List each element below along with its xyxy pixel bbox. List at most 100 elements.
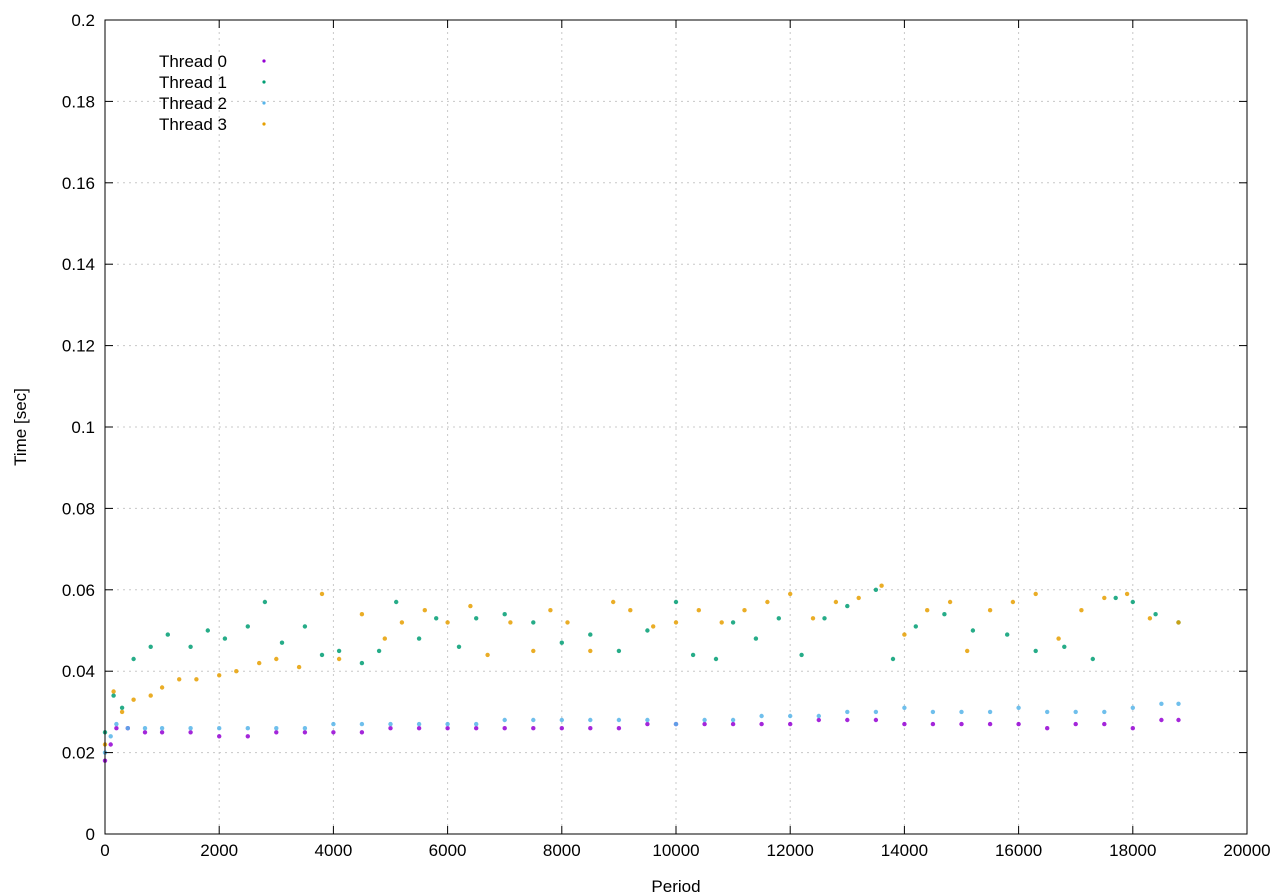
data-point bbox=[234, 669, 239, 674]
data-point bbox=[474, 721, 479, 727]
data-point bbox=[142, 726, 148, 731]
data-point bbox=[1016, 721, 1021, 727]
data-point bbox=[930, 709, 936, 715]
data-point bbox=[696, 608, 701, 613]
data-point bbox=[531, 717, 536, 723]
data-point bbox=[673, 599, 679, 605]
data-point bbox=[902, 632, 907, 637]
data-point bbox=[245, 624, 250, 629]
data-point bbox=[856, 595, 861, 601]
data-point bbox=[1147, 616, 1153, 621]
data-point bbox=[759, 721, 764, 727]
data-point bbox=[336, 656, 342, 662]
data-point bbox=[394, 599, 399, 605]
data-point bbox=[645, 721, 650, 727]
data-point bbox=[131, 656, 136, 662]
data-point bbox=[759, 713, 764, 719]
data-point bbox=[1153, 612, 1158, 617]
data-point bbox=[673, 721, 679, 727]
data-point bbox=[1062, 644, 1067, 649]
data-point bbox=[502, 717, 507, 723]
data-point bbox=[1033, 648, 1038, 654]
data-point bbox=[388, 726, 393, 731]
data-point bbox=[559, 726, 564, 731]
data-point bbox=[730, 721, 736, 727]
y-tick-label: 0.16 bbox=[62, 174, 95, 193]
data-point bbox=[902, 721, 907, 727]
data-point bbox=[359, 612, 365, 617]
data-point bbox=[1130, 726, 1136, 731]
legend-label: Thread 0 bbox=[159, 52, 227, 71]
data-point bbox=[274, 726, 279, 731]
data-point bbox=[108, 734, 113, 739]
data-point bbox=[959, 721, 964, 727]
data-point bbox=[245, 726, 250, 731]
data-point bbox=[188, 730, 193, 735]
data-point bbox=[559, 640, 564, 645]
data-point bbox=[331, 730, 336, 735]
data-point bbox=[987, 721, 993, 727]
data-point bbox=[628, 608, 633, 613]
y-tick-label: 0.04 bbox=[62, 662, 95, 681]
data-point bbox=[194, 677, 199, 682]
x-tick-label: 2000 bbox=[200, 841, 238, 860]
data-point bbox=[474, 616, 479, 621]
x-tick-label: 16000 bbox=[995, 841, 1042, 860]
data-point bbox=[445, 721, 450, 727]
data-point bbox=[319, 591, 325, 597]
data-point bbox=[959, 709, 964, 715]
data-point bbox=[713, 656, 719, 662]
data-point bbox=[188, 644, 193, 649]
data-point bbox=[559, 717, 564, 723]
data-point bbox=[588, 632, 593, 637]
y-tick-label: 0.1 bbox=[71, 418, 95, 437]
data-point bbox=[765, 599, 770, 605]
data-point bbox=[1130, 705, 1136, 710]
data-point bbox=[890, 656, 896, 662]
data-point bbox=[445, 620, 450, 625]
data-point bbox=[702, 717, 707, 723]
data-point bbox=[111, 689, 116, 694]
data-point bbox=[257, 660, 262, 666]
data-point bbox=[531, 620, 536, 625]
data-point bbox=[1130, 599, 1136, 605]
data-point bbox=[548, 608, 553, 613]
data-point bbox=[159, 726, 165, 731]
data-point bbox=[1073, 709, 1078, 715]
data-point bbox=[1159, 701, 1164, 706]
x-axis-title: Period bbox=[651, 877, 700, 896]
data-point bbox=[119, 705, 125, 710]
data-point bbox=[1176, 620, 1181, 625]
data-point bbox=[399, 620, 405, 625]
data-point bbox=[531, 648, 536, 654]
data-point bbox=[730, 717, 736, 723]
data-point bbox=[616, 726, 622, 731]
data-point bbox=[788, 591, 793, 597]
data-point bbox=[1102, 595, 1107, 601]
data-point bbox=[159, 685, 165, 690]
y-tick-label: 0.02 bbox=[62, 744, 95, 763]
data-point bbox=[845, 717, 850, 723]
data-point bbox=[108, 742, 113, 747]
data-point bbox=[810, 616, 816, 621]
data-point bbox=[902, 705, 907, 710]
y-tick-label: 0 bbox=[86, 825, 95, 844]
data-point bbox=[217, 734, 222, 739]
legend-marker bbox=[262, 59, 266, 63]
data-point bbox=[1090, 656, 1096, 662]
data-point bbox=[359, 660, 365, 666]
data-point bbox=[222, 636, 228, 641]
data-point bbox=[719, 620, 724, 625]
y-tick-label: 0.14 bbox=[62, 255, 95, 274]
data-point bbox=[114, 726, 119, 731]
data-point bbox=[217, 726, 222, 731]
data-point bbox=[588, 648, 593, 654]
data-point bbox=[942, 612, 947, 617]
data-point bbox=[111, 693, 116, 698]
data-point bbox=[508, 620, 513, 625]
legend-marker bbox=[262, 122, 266, 126]
data-point bbox=[205, 628, 210, 633]
data-point bbox=[645, 717, 650, 723]
data-point bbox=[485, 652, 490, 658]
data-point bbox=[565, 620, 570, 625]
